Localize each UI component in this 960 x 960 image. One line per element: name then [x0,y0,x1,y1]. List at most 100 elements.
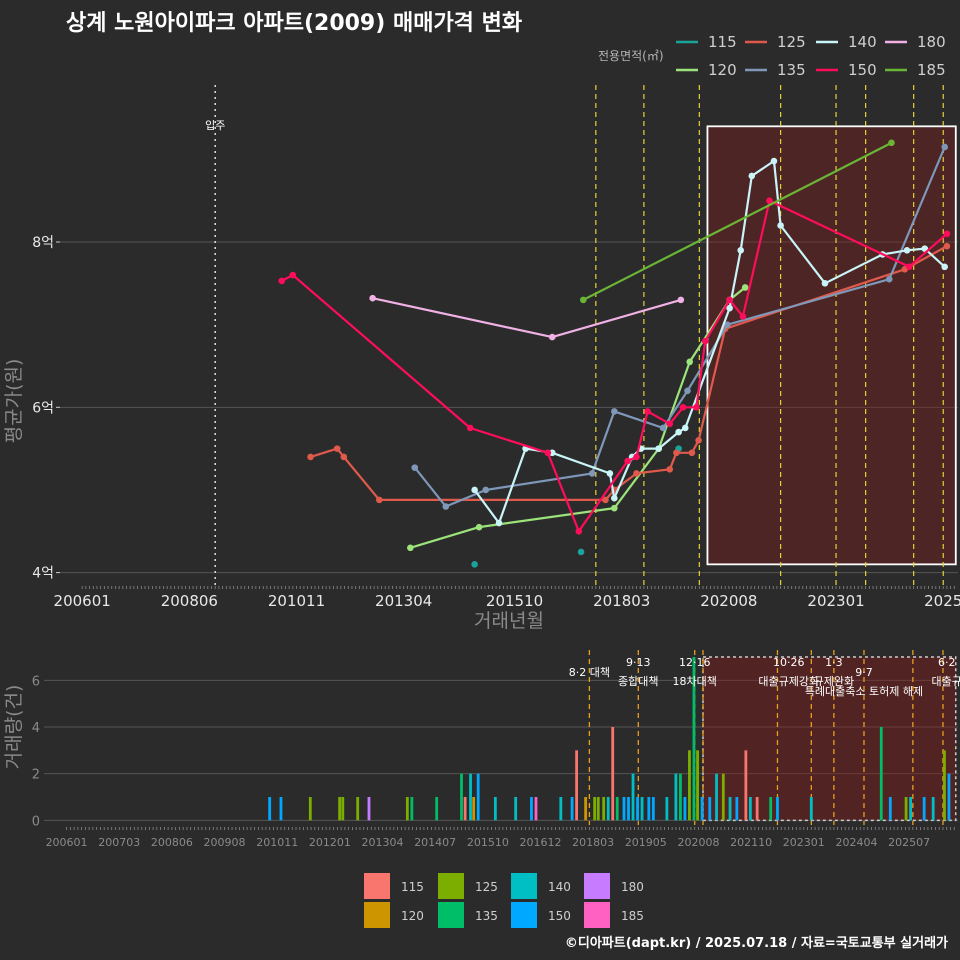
point-150-12 [726,296,733,304]
point-140-12 [737,246,745,254]
vol-y-tick-label-1: 2 [32,768,40,783]
y-tick-label-0: 4억 [32,566,54,582]
vol-x-tick-label-8: 201510 [467,836,509,849]
point-135-1 [442,503,450,510]
point-140-9 [675,428,682,436]
point-135-7 [724,321,731,328]
point-120-2 [611,504,618,512]
vol-bar-125-5 [356,797,360,821]
x-axis-title: 거래년월 [474,610,544,632]
legend-label-180: 180 [917,33,946,51]
policy-annotation-2-1: 18차대책 [673,675,717,688]
vol-bar-135-41 [692,657,696,821]
point-150-14 [766,197,773,205]
x-tick-label-4: 201510 [486,592,543,610]
vol-legend-label-120: 120 [401,909,424,923]
vol-legend-label-115: 115 [401,880,424,894]
vol-bar-125-40 [688,750,691,821]
vol-bar-150-59 [922,797,926,821]
policy-annotation-3-0: 10·26 [773,656,805,669]
x-tick-label-7: 202301 [807,592,864,610]
vol-legend-swatch-125 [438,873,464,899]
vol-x-tick-label-14: 202301 [783,836,825,849]
policy-annotation-2-0: 12·16 [679,656,711,669]
vol-bar-140-47 [728,797,732,821]
point-140-11 [726,304,733,312]
vol-x-tick-label-7: 201407 [414,836,456,849]
vol-bar-185-18 [534,797,538,821]
point-135-4 [611,408,618,415]
vol-bar-140-12 [469,773,472,821]
point-135-6 [684,387,691,395]
vol-bar-140-54 [809,797,813,821]
y-tick-label-1: 6억 [32,400,54,416]
vol-y-tick-label-0: 0 [32,814,40,829]
policy-annotation-0-0: 8·2 대책 [569,666,610,679]
legend-label-125: 125 [777,33,806,51]
point-150-1 [289,271,297,279]
policy-annotation-6-1: 대출규 [932,675,960,688]
vol-bar-140-16 [514,797,518,821]
point-135-5 [659,424,667,432]
vol-x-tick-label-13: 202110 [730,836,772,849]
x-tick-label-6: 202008 [700,592,757,610]
vol-x-tick-label-4: 201011 [256,836,298,849]
vol-bar-125-24 [596,797,600,821]
point-135-2 [482,486,490,494]
vol-legend-label-150: 150 [548,909,571,923]
vol-x-tick-label-1: 200703 [98,836,140,849]
point-125-8 [673,449,680,457]
vol-bar-150-20 [570,797,574,821]
vol-bar-135-10 [460,773,463,821]
point-140-15 [777,222,784,229]
vol-bar-140-33 [640,797,644,821]
x-tick-label-5: 201803 [593,592,650,610]
policy-annotation-1-0: 9·13 [626,656,651,669]
vol-bar-125-57 [904,797,908,821]
vol-x-tick-label-11: 201905 [625,836,667,849]
vol-x-tick-label-0: 200601 [46,836,88,849]
vol-bar-140-19 [559,797,563,821]
series-line-185 [582,141,892,301]
point-150-11 [701,337,709,345]
point-140-16 [821,280,829,287]
point-150-7 [644,408,651,415]
vol-bar-125-42 [696,750,699,821]
point-140-0 [471,486,478,494]
vol-x-tick-label-3: 200908 [204,836,246,849]
point-125-3 [375,496,383,504]
vol-bar-120-13 [472,797,476,821]
point-135-0 [411,464,419,471]
vol-bar-150-34 [647,797,651,821]
vol-bar-140-26 [606,797,610,821]
move-in-label: 입주 [205,119,225,132]
vol-x-tick-label-15: 202404 [835,836,877,849]
point-140-5 [611,494,618,502]
point-120-4 [686,358,694,366]
policy-annotation-3-1: 대출규제강화 [758,675,819,688]
legend-title: 전용면적(㎡) [598,49,664,63]
x-tick-label-3: 201304 [375,592,432,610]
vol-x-tick-label-2: 200806 [151,836,193,849]
vol-bar-150-1 [279,797,283,821]
policy-annotation-6-0: 6·2 [938,656,956,669]
vol-legend-swatch-120 [364,902,390,928]
vol-legend-swatch-150 [511,902,537,928]
point-180-0 [369,294,376,302]
vol-legend-swatch-185 [584,902,610,928]
point-125-10 [695,437,702,444]
vol-bar-125-46 [721,773,725,821]
x-tick-label-1: 200806 [161,592,218,610]
vol-bar-125-3 [338,797,342,821]
point-140-19 [921,245,929,252]
point-135-3 [588,470,596,477]
point-135-8 [885,275,893,283]
legend-label-135: 135 [777,61,806,79]
vol-bar-125-23 [593,797,597,821]
vol-x-tick-label-6: 201304 [362,836,404,849]
point-140-20 [941,263,948,271]
vol-legend-swatch-115 [364,873,390,899]
point-120-1 [475,523,483,531]
